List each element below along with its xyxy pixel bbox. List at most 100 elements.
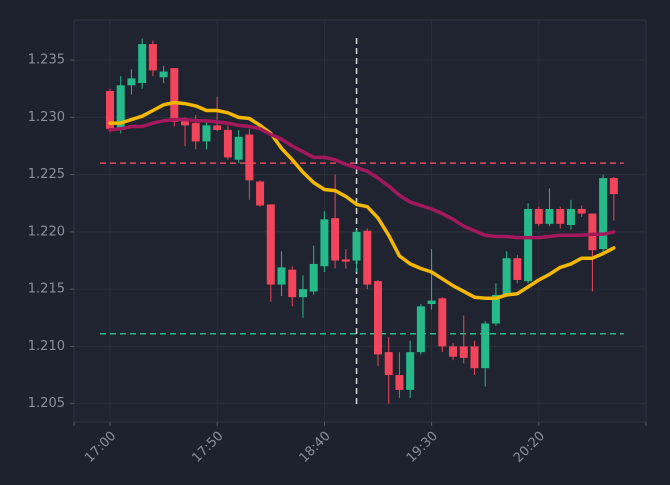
candle-body	[577, 208, 586, 214]
candle	[384, 337, 393, 404]
candle	[459, 315, 468, 364]
candle-body	[363, 230, 372, 285]
candle-body	[202, 125, 211, 142]
candle-body	[288, 269, 297, 298]
candle	[566, 199, 575, 230]
candle	[223, 125, 232, 160]
candle-body	[481, 323, 490, 369]
candle	[588, 213, 597, 292]
candle	[181, 117, 190, 146]
candle	[513, 254, 522, 284]
candle	[106, 88, 114, 133]
candle-body	[513, 258, 522, 280]
candle-body	[170, 68, 179, 122]
y-tick-label: 1.205	[28, 396, 65, 411]
candle	[416, 304, 425, 355]
candle-body	[566, 208, 575, 226]
candle	[298, 275, 307, 318]
candle	[502, 251, 511, 298]
candle-body	[341, 259, 350, 262]
candle	[138, 38, 147, 89]
candle	[406, 340, 415, 398]
moving-average-line	[108, 117, 616, 240]
candle-body	[138, 44, 147, 83]
candle-body	[159, 71, 168, 78]
candle-body	[116, 85, 125, 130]
candle-body	[245, 134, 254, 181]
candle-body	[352, 231, 361, 261]
candle	[202, 121, 211, 150]
y-tick-label: 1.235	[28, 53, 65, 68]
candle	[374, 279, 382, 366]
candle	[438, 297, 447, 353]
candle	[534, 206, 543, 227]
candle	[449, 342, 458, 361]
candle-body	[374, 281, 382, 355]
candle-body	[256, 181, 265, 206]
candle	[556, 206, 565, 229]
candle	[395, 352, 404, 398]
candle	[545, 188, 554, 227]
y-tick-label: 1.215	[28, 282, 65, 297]
candle-body	[449, 346, 458, 357]
candle	[277, 251, 286, 297]
candle	[470, 340, 479, 376]
candle-body	[524, 208, 533, 282]
candle-body	[234, 136, 243, 160]
candle	[609, 176, 618, 221]
candle-body	[491, 294, 500, 324]
candle	[256, 180, 265, 207]
candle	[213, 96, 222, 132]
candle-body	[406, 352, 415, 390]
candle-body	[331, 218, 340, 261]
candle-body	[191, 123, 200, 142]
candle	[288, 266, 297, 307]
candle-body	[534, 208, 543, 224]
candle	[309, 245, 318, 295]
y-tick-label: 1.230	[28, 110, 65, 125]
candle	[363, 228, 372, 290]
candle-body	[599, 178, 608, 250]
candle	[127, 69, 136, 95]
candle	[427, 249, 436, 310]
candle	[159, 65, 168, 83]
candle	[341, 249, 350, 269]
candle	[524, 203, 533, 284]
y-tick-label: 1.210	[28, 339, 65, 354]
candle	[352, 229, 361, 272]
candle-body	[277, 267, 286, 285]
candle-body	[545, 208, 554, 224]
candle	[148, 40, 157, 77]
candle-body	[459, 346, 468, 358]
candle	[170, 68, 179, 127]
candle-body	[181, 120, 190, 126]
candle-body	[438, 298, 447, 347]
candle-body	[556, 208, 565, 224]
candle	[266, 204, 275, 302]
candle	[481, 321, 490, 387]
candle-body	[309, 263, 318, 292]
candle-body	[395, 375, 404, 390]
candle	[577, 205, 586, 217]
y-tick-label: 1.225	[28, 167, 65, 182]
candle-body	[106, 91, 114, 129]
candle-body	[384, 352, 393, 376]
candle-body	[127, 78, 136, 86]
candle-body	[213, 125, 222, 130]
candle-body	[298, 289, 307, 298]
candle	[320, 211, 329, 272]
candle-body	[416, 306, 425, 353]
candle	[234, 129, 243, 164]
candle-body	[320, 219, 329, 267]
candle-body	[470, 346, 479, 369]
candle-body	[502, 258, 511, 295]
candle-body	[266, 204, 275, 285]
candle	[491, 283, 500, 326]
candle-body	[427, 300, 436, 305]
candle-body	[609, 178, 618, 195]
moving-average-line	[108, 100, 616, 301]
candle	[245, 128, 254, 200]
candle	[599, 174, 608, 255]
candle-body	[588, 213, 597, 251]
